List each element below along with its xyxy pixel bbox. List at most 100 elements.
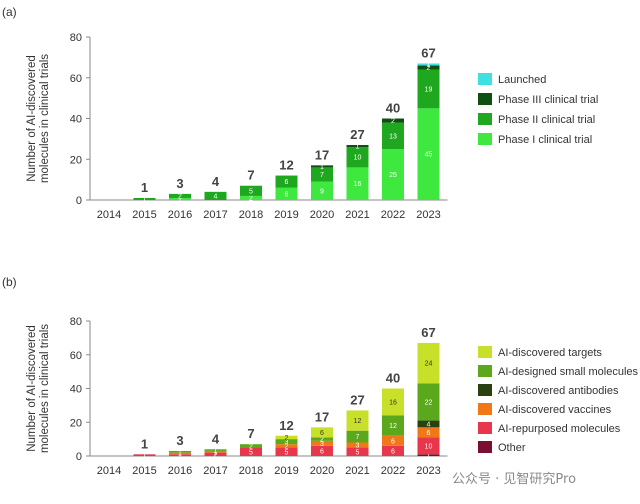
bar-total-label: 27	[350, 127, 364, 142]
bar-segment	[240, 447, 262, 456]
bar-segment	[240, 444, 262, 448]
bar-total-label: 40	[386, 371, 400, 386]
bar-segment	[382, 118, 404, 123]
bar-segment	[169, 197, 191, 200]
bar-total-label: 1	[141, 436, 148, 451]
bar-segment	[169, 450, 191, 453]
x-tick-label: 2015	[132, 465, 156, 477]
x-tick-label: 2014	[97, 465, 121, 477]
bar-segment-label: 4	[214, 193, 218, 200]
x-tick-label: 2022	[381, 465, 405, 477]
bar-segment	[346, 442, 369, 448]
x-tick-label: 2017	[203, 209, 227, 221]
bar-segment	[275, 187, 298, 200]
bar-segment	[133, 197, 156, 200]
bar-segment-label: 5	[356, 449, 360, 456]
x-tick-label: 2017	[203, 465, 227, 477]
x-tick-label: 2019	[274, 209, 298, 221]
bar-segment	[275, 175, 298, 188]
y-tick-label: 20	[70, 154, 82, 166]
y-axis-label: Number of AI-discoveredmolecules in clin…	[26, 54, 51, 183]
bar-segment-label: 7	[320, 172, 324, 179]
bar-segment	[382, 415, 404, 436]
bar-segment-label: 4	[427, 421, 431, 428]
x-tick-label: 2016	[168, 465, 192, 477]
legend: AI-discovered targets AI-designed small m…	[478, 346, 639, 454]
bar-total-label: 67	[421, 325, 435, 340]
legend-swatch	[478, 73, 492, 85]
y-tick-label: 60	[70, 73, 82, 85]
y-tick-label: 80	[70, 316, 82, 328]
bar-segment	[204, 450, 227, 453]
legend-label: Phase I clinical trial	[498, 134, 592, 146]
x-tick-label: 2021	[345, 209, 369, 221]
panel-b-chart: (b) 0 20 40 60 80 Number of AI-discoveredmolec…	[2, 275, 639, 477]
legend-swatch	[478, 384, 492, 396]
bar-segment	[169, 193, 191, 198]
bar-segment-label: 1	[178, 449, 182, 456]
legend-label: AI-repurposed molecules	[498, 423, 621, 435]
bar-segment-label: 6	[427, 430, 431, 437]
legend-swatch	[478, 133, 492, 145]
bar-segment	[275, 439, 298, 445]
bar-total-label: 7	[247, 168, 254, 183]
y-axis-label-line: Number of AI-discovered	[26, 325, 38, 452]
bar-segment	[240, 195, 262, 200]
bar-segment	[133, 454, 156, 456]
bar-segment	[417, 69, 440, 109]
bar-segment-label: 9	[320, 188, 324, 195]
bar-segment	[311, 427, 333, 438]
bar-segment	[346, 430, 369, 443]
bar-segment-label: 1	[427, 453, 431, 460]
bar-segment	[311, 165, 333, 168]
bar-segment-label: 2	[427, 65, 431, 72]
bar-segment-label: 2	[285, 443, 289, 450]
y-axis-label: Number of AI-discoveredmolecules in clin…	[26, 324, 51, 453]
x-tick-label: 2023	[416, 465, 440, 477]
legend-label: Other	[498, 442, 526, 454]
bar-segment	[417, 427, 440, 438]
bar-segment-label: 1	[214, 449, 218, 456]
bar-segment-label: 10	[354, 155, 362, 162]
bar-segment	[417, 383, 440, 421]
bar-segment-label: 1	[143, 196, 147, 203]
bar-segment-label: 2	[391, 118, 395, 125]
panel-label: (a)	[2, 5, 17, 19]
bar-segment-label: 1	[214, 448, 218, 455]
bar-segment-label: 1	[178, 196, 182, 203]
x-tick-label: 2014	[97, 209, 121, 221]
legend-swatch	[478, 403, 492, 415]
bar-segment	[311, 445, 333, 456]
bar-segment-label: 2	[249, 443, 253, 450]
bar-segment-label: 2	[178, 193, 182, 200]
bar-total-label: 12	[279, 418, 293, 433]
legend-label: AI-discovered antibodies	[498, 385, 619, 397]
x-tick-label: 2020	[310, 209, 334, 221]
watermark-text: 公众号 · 见智研究Pro	[452, 472, 577, 487]
bar-segment-label: 5	[285, 449, 289, 456]
legend-swatch	[478, 441, 492, 453]
bar-segment-label: 16	[389, 400, 397, 407]
x-tick-label: 2018	[239, 465, 263, 477]
bar-total-label: 4	[212, 174, 220, 189]
bar-segment	[204, 191, 227, 200]
bar-segment	[417, 63, 440, 66]
x-tick-label: 2016	[168, 209, 192, 221]
legend-swatch	[478, 365, 492, 377]
bar-segment-label: 12	[354, 418, 362, 425]
bar-segment	[382, 388, 404, 416]
bar-segment	[275, 447, 298, 456]
bar-segment	[346, 147, 369, 168]
bar-segment	[311, 440, 333, 446]
y-tick-label: 60	[70, 350, 82, 362]
legend-label: AI-designed small molecules	[498, 366, 639, 378]
x-tick-label: 2022	[381, 209, 405, 221]
bar-segment-label: 3	[285, 439, 289, 446]
bar-segment-label: 10	[425, 443, 433, 450]
bar-segment-label: 5	[249, 188, 253, 195]
bar-segment-label: 6	[285, 179, 289, 186]
bar-segment-label: 7	[356, 434, 360, 441]
y-tick-label: 20	[70, 417, 82, 429]
bar-segment-label: 45	[425, 152, 433, 159]
